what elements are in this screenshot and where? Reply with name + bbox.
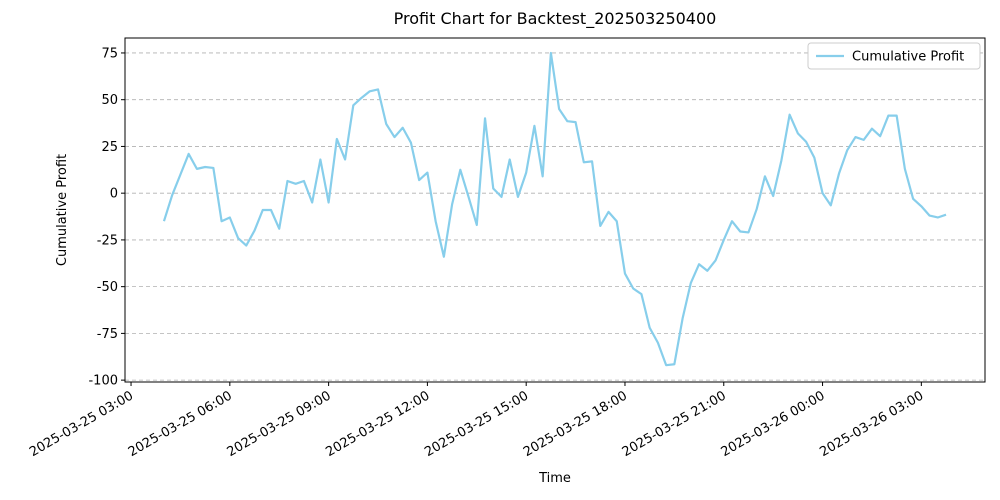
legend-box	[807, 42, 981, 70]
x-axis-label: Time	[538, 471, 571, 486]
y-tick-label: -75	[97, 327, 118, 342]
legend-label: Cumulative Profit	[852, 50, 964, 65]
y-tick-label: -25	[97, 233, 118, 248]
y-tick-label: 25	[101, 140, 118, 155]
plot-frame	[124, 37, 986, 383]
y-tick-label: 75	[101, 46, 118, 61]
line-series	[162, 51, 947, 367]
y-tick-label: -50	[97, 280, 118, 295]
y-tick-label: 50	[101, 93, 118, 108]
y-tick-label: -100	[88, 374, 118, 389]
y-tick-label: 0	[110, 187, 118, 202]
chart-title: Profit Chart for Backtest_202503250400	[394, 9, 717, 29]
y-axis-label: Cumulative Profit	[55, 154, 70, 266]
